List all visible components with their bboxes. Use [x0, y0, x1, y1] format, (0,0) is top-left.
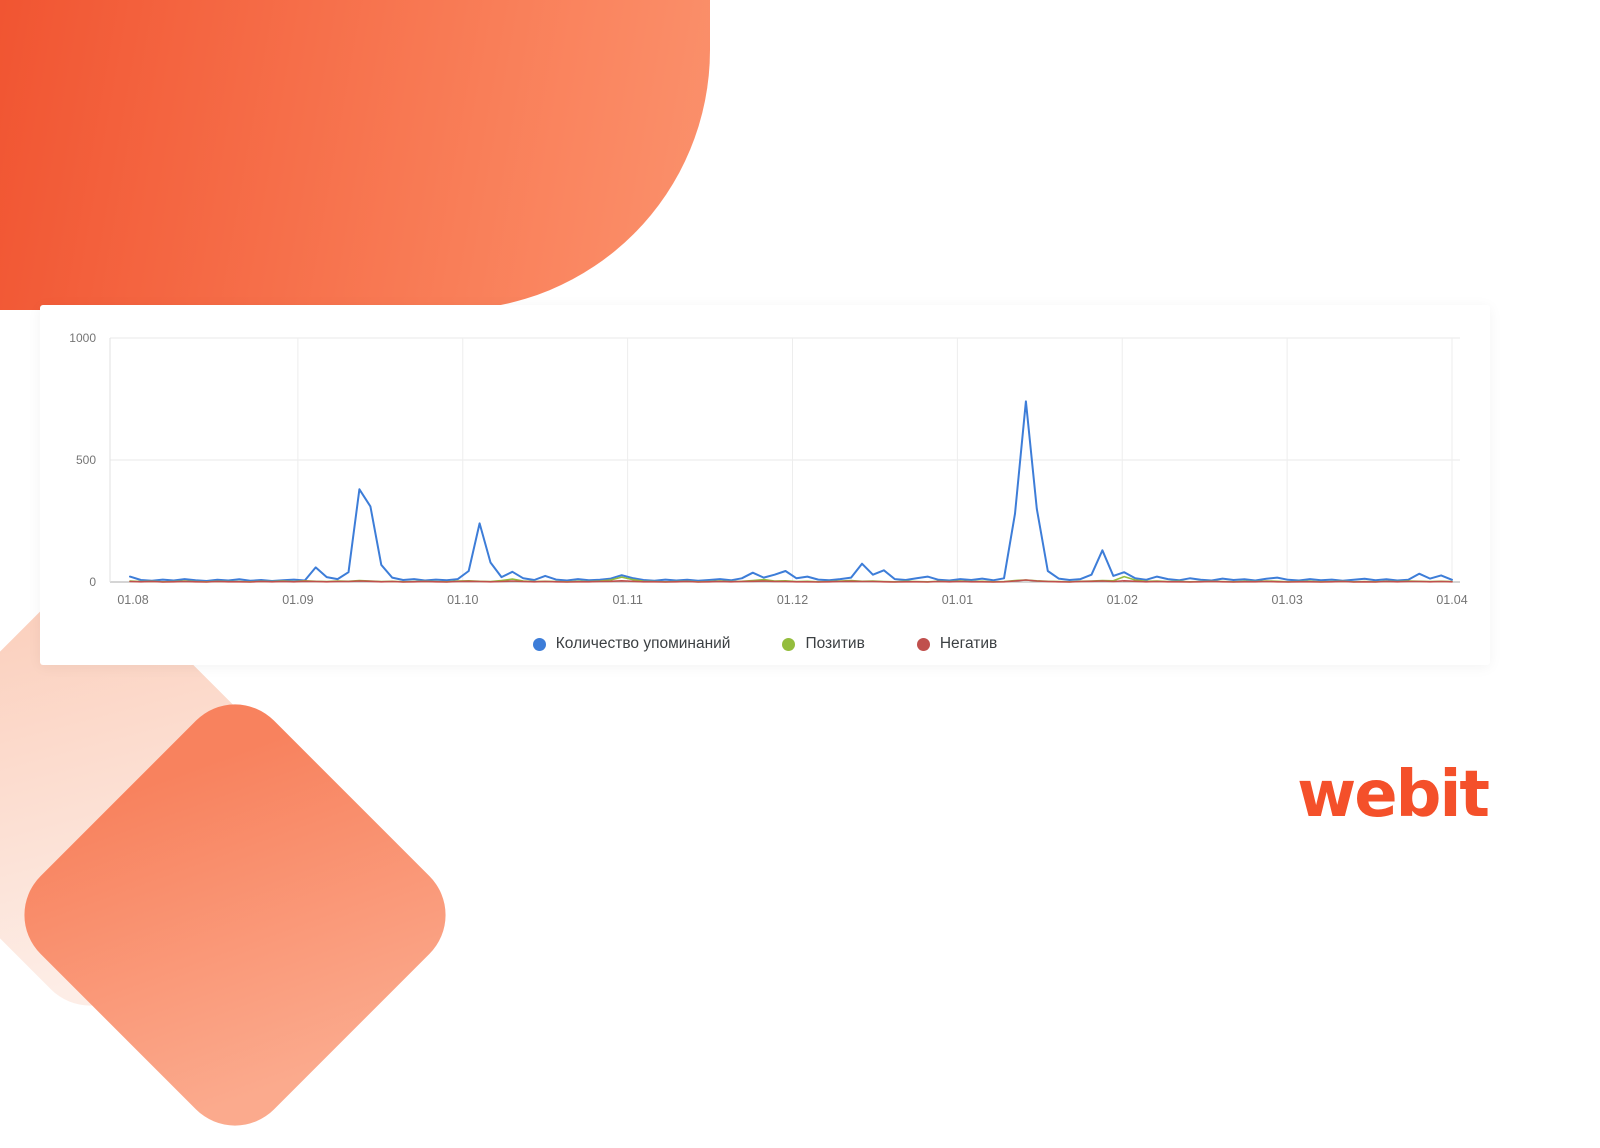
- legend-label-mentions: Количество упоминаний: [555, 635, 731, 652]
- svg-text:01.04: 01.04: [1436, 593, 1467, 607]
- svg-text:0: 0: [89, 575, 96, 589]
- chart-legend: Количество упоминаний Позитив Негатив: [40, 627, 1490, 661]
- legend-item-positive[interactable]: Позитив: [782, 635, 865, 653]
- svg-text:500: 500: [76, 453, 96, 467]
- legend-item-mentions[interactable]: Количество упоминаний: [532, 635, 731, 653]
- svg-text:1000: 1000: [69, 331, 96, 345]
- svg-text:01.08: 01.08: [117, 593, 148, 607]
- legend-dot-negative: [916, 637, 930, 651]
- chart-card: 0 500 1000 01.08 01.09 01.10 01.11 01.12 01.01 01…: [40, 305, 1490, 665]
- legend-label-positive: Позитив: [805, 635, 865, 652]
- svg-text:01.03: 01.03: [1271, 593, 1302, 607]
- mentions-line-chart: 0 500 1000 01.08 01.09 01.10 01.11 01.12 01.01 01…: [69, 331, 1467, 607]
- legend-dot-positive: [782, 637, 796, 651]
- svg-text:01.11: 01.11: [612, 593, 642, 607]
- legend-item-negative[interactable]: Негатив: [916, 635, 998, 653]
- svg-text:01.12: 01.12: [777, 593, 808, 607]
- decor-blob-top-left: [0, 0, 710, 310]
- webit-logo: webit: [1297, 758, 1490, 832]
- svg-text:01.10: 01.10: [447, 593, 478, 607]
- svg-text:01.01: 01.01: [942, 593, 973, 607]
- legend-dot-mentions: [532, 637, 546, 651]
- svg-text:01.02: 01.02: [1107, 593, 1138, 607]
- legend-label-negative: Негатив: [939, 635, 998, 652]
- svg-text:01.09: 01.09: [282, 593, 313, 607]
